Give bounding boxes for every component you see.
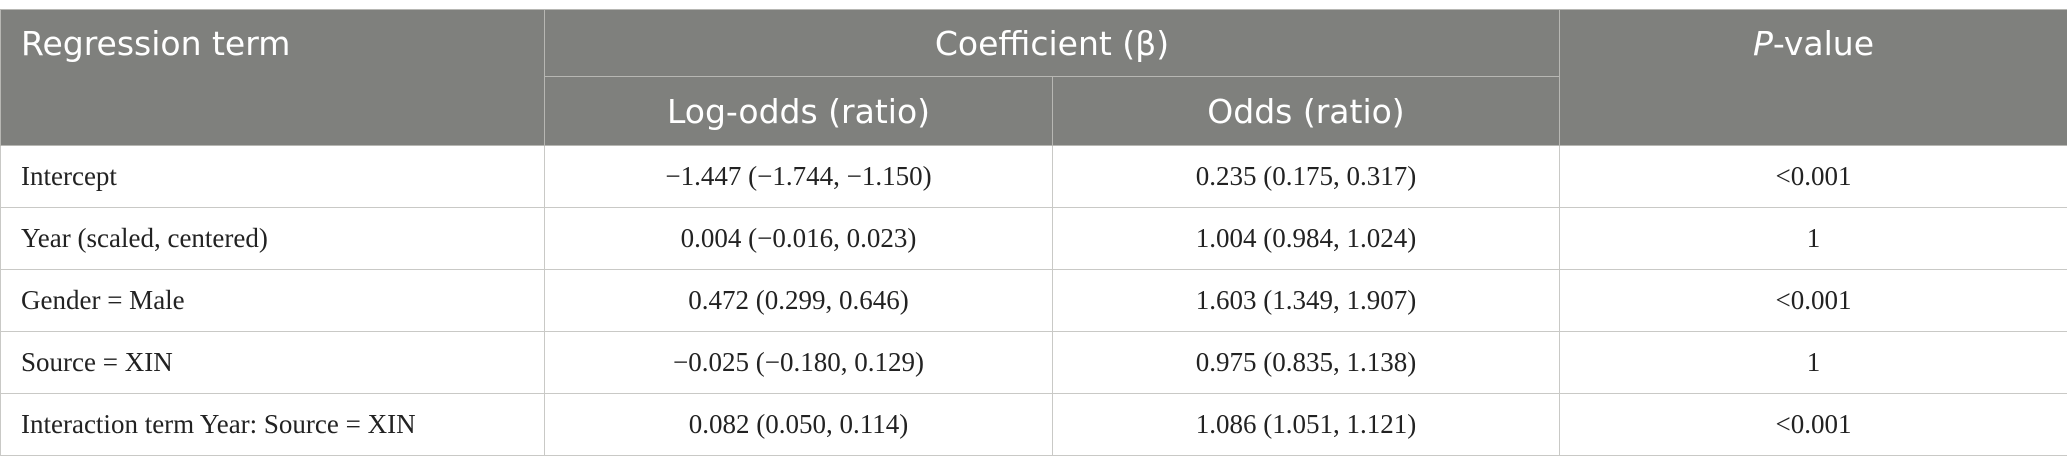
table-row: Source = XIN −0.025 (−0.180, 0.129) 0.975 …: [0, 331, 2067, 394]
header-cell: Regression term: [0, 9, 545, 146]
table-cell: 0.082 (0.050, 0.114): [544, 393, 1053, 456]
header-group-cell: Coefficient (β): [544, 9, 1560, 77]
table-header: Regression term Coefficient (β) P-value …: [0, 9, 2067, 146]
header-cell: Odds (ratio): [1052, 76, 1560, 146]
header-text: -value: [1772, 24, 1875, 63]
table-cell: 0.004 (−0.016, 0.023): [544, 207, 1053, 270]
header-cell: P-value: [1559, 9, 2067, 146]
results-table: Regression term Coefficient (β) P-value …: [0, 9, 2067, 456]
table-row: Interaction term Year: Source = XIN 0.082…: [0, 393, 2067, 456]
table-cell: 0.235 (0.175, 0.317): [1052, 145, 1560, 208]
table-cell: <0.001: [1559, 393, 2067, 456]
table-body: Intercept −1.447 (−1.744, −1.150) 0.235 (0…: [0, 145, 2067, 456]
table-cell: 1.603 (1.349, 1.907): [1052, 269, 1560, 332]
table-cell: −1.447 (−1.744, −1.150): [544, 145, 1053, 208]
table-cell: Intercept: [0, 145, 545, 208]
table-cell: 1.004 (0.984, 1.024): [1052, 207, 1560, 270]
table-cell: Gender = Male: [0, 269, 545, 332]
table-cell: 0.472 (0.299, 0.646): [544, 269, 1053, 332]
table-cell: 1: [1559, 207, 2067, 270]
table-cell: Source = XIN: [0, 331, 545, 394]
table-cell: 0.975 (0.835, 1.138): [1052, 331, 1560, 394]
table-cell: 1.086 (1.051, 1.121): [1052, 393, 1560, 456]
header-row: Regression term Coefficient (β) P-value: [0, 9, 2067, 146]
table-row: Year (scaled, centered) 0.004 (−0.016, 0.…: [0, 207, 2067, 270]
table-cell: 1: [1559, 331, 2067, 394]
table-cell: <0.001: [1559, 269, 2067, 332]
header-text-italic: P: [1752, 24, 1773, 63]
table-cell: −0.025 (−0.180, 0.129): [544, 331, 1053, 394]
table-cell: Year (scaled, centered): [0, 207, 545, 270]
table-row: Gender = Male 0.472 (0.299, 0.646) 1.603 (…: [0, 269, 2067, 332]
table-cell: <0.001: [1559, 145, 2067, 208]
header-cell: Log-odds (ratio): [544, 76, 1053, 146]
header-row: Log-odds (ratio) Odds (ratio): [1, 76, 2067, 146]
table-cell: Interaction term Year: Source = XIN: [0, 393, 545, 456]
table-row: Intercept −1.447 (−1.744, −1.150) 0.235 (0…: [0, 145, 2067, 208]
